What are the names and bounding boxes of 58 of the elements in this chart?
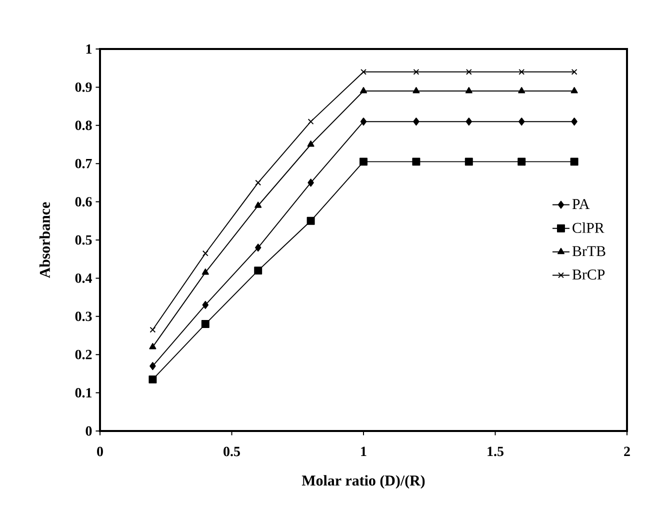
x-tick-label: 0 (97, 446, 103, 456)
point (360, 68, 366, 75)
x-tick-label: 2 (624, 446, 630, 456)
point (360, 118, 367, 126)
point (308, 118, 314, 125)
point (254, 266, 262, 275)
point (518, 118, 525, 126)
point (255, 180, 262, 186)
point (518, 68, 525, 75)
y-tick-label: 0.8 (75, 120, 92, 130)
point (202, 300, 209, 309)
point (518, 158, 526, 166)
y-tick-label: 0.6 (75, 197, 92, 207)
y-tick-label: 0.9 (75, 82, 92, 92)
x-tick-label: 1.5 (488, 446, 504, 456)
point (465, 87, 472, 94)
point (571, 118, 578, 126)
point (570, 158, 578, 166)
point (150, 362, 156, 370)
y-tick-label: 0.3 (75, 312, 92, 322)
point (202, 268, 209, 275)
y-tick-label: 0.7 (75, 158, 92, 168)
point (202, 250, 208, 256)
legend-label: BrCP (572, 270, 605, 280)
point (201, 320, 210, 328)
point (412, 158, 420, 166)
y-tick-label: 0.5 (75, 235, 92, 245)
point (466, 68, 472, 75)
y-tick-label: 0 (86, 426, 92, 436)
point (413, 118, 420, 126)
y-tick-label: 0.4 (75, 273, 92, 283)
point (307, 140, 314, 147)
point (464, 158, 473, 166)
y-axis-title: Absorbance (39, 202, 50, 278)
point (308, 178, 314, 187)
point (466, 118, 472, 126)
y-tick-label: 0.2 (75, 350, 92, 360)
point (518, 87, 526, 94)
point (571, 68, 578, 75)
point (254, 202, 262, 208)
point (148, 375, 157, 384)
point (254, 244, 262, 252)
point (360, 87, 368, 94)
point (413, 68, 420, 75)
legend-label: PA (572, 199, 590, 209)
x-tick-label: 0.5 (224, 446, 240, 456)
point (150, 326, 156, 333)
y-tick-label: 1 (86, 44, 92, 54)
legend-label: ClPR (572, 222, 604, 233)
point (306, 216, 315, 225)
x-axis-title: Molar ratio (D)/(R) (302, 475, 425, 489)
point (570, 87, 578, 94)
point (412, 87, 420, 94)
point (149, 342, 156, 350)
y-tick-label: 0.1 (75, 388, 92, 398)
legend-label: BrTB (572, 246, 606, 256)
x-tick-label: 1 (361, 446, 366, 456)
point (360, 158, 368, 166)
